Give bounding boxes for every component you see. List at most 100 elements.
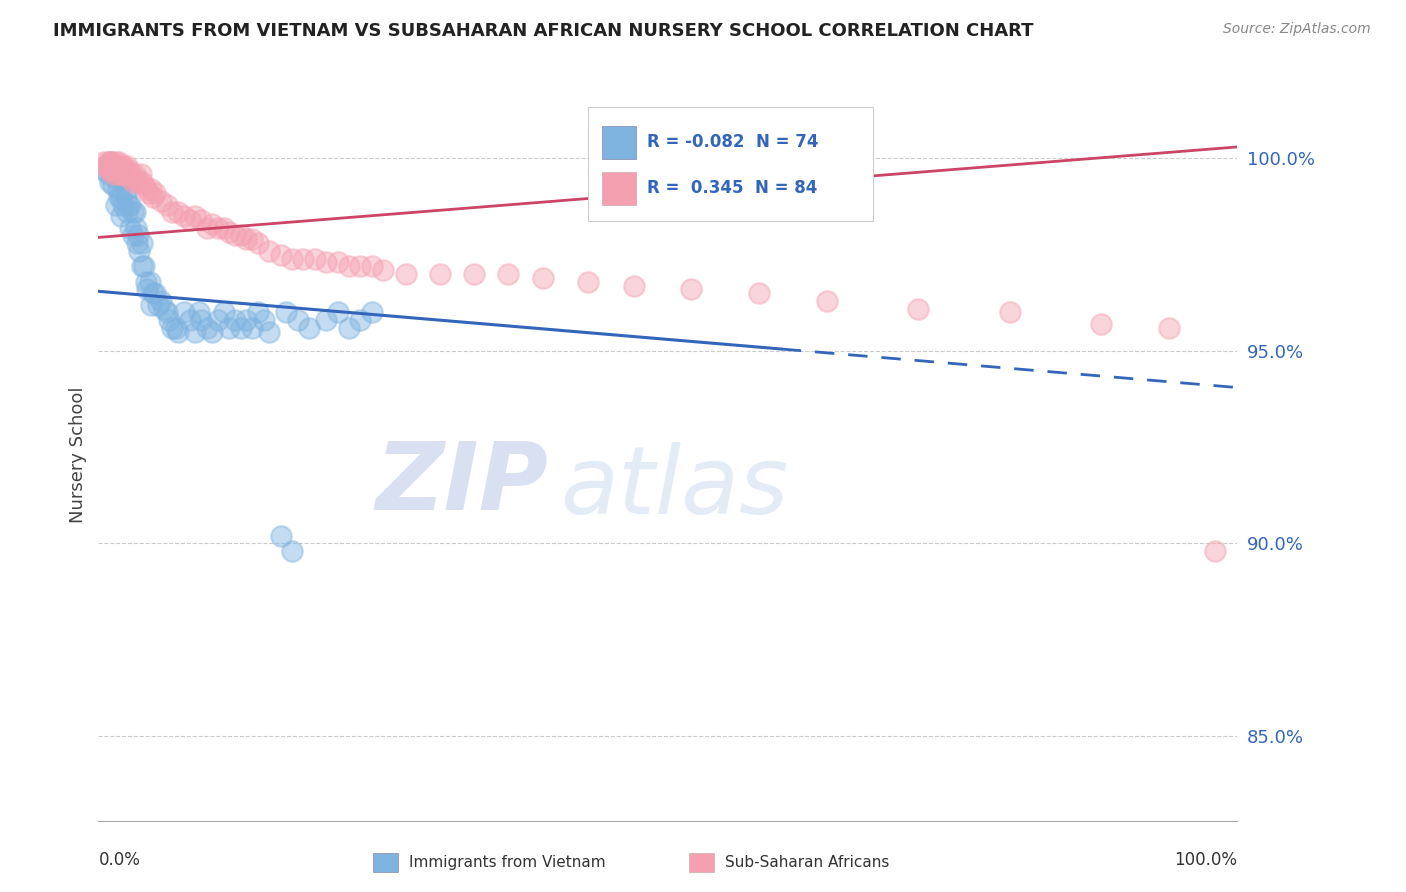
Point xyxy=(315,255,337,269)
Point xyxy=(259,244,281,258)
Point xyxy=(270,529,292,543)
Point xyxy=(240,321,263,335)
Point xyxy=(114,167,136,181)
Point xyxy=(114,163,136,178)
Point xyxy=(110,190,132,204)
Point xyxy=(190,213,212,227)
Text: R =  0.345  N = 84: R = 0.345 N = 84 xyxy=(647,179,818,197)
Point xyxy=(128,244,150,258)
Point xyxy=(252,313,274,327)
Point xyxy=(93,163,115,178)
Point xyxy=(150,194,173,208)
Bar xyxy=(602,126,636,159)
Point xyxy=(101,155,124,169)
Point xyxy=(240,232,263,246)
Point xyxy=(165,321,187,335)
Point xyxy=(337,321,360,335)
Point xyxy=(138,275,160,289)
Point xyxy=(167,205,190,219)
Point xyxy=(138,186,160,201)
Point xyxy=(142,190,165,204)
Point xyxy=(246,305,269,319)
Point xyxy=(259,325,281,339)
Text: atlas: atlas xyxy=(560,442,787,533)
Point xyxy=(292,252,315,266)
Point xyxy=(998,305,1021,319)
Point xyxy=(108,155,131,169)
Point xyxy=(108,167,131,181)
Point xyxy=(229,228,252,243)
Point xyxy=(207,220,229,235)
Point xyxy=(360,260,382,274)
Point xyxy=(1090,317,1112,331)
Text: IMMIGRANTS FROM VIETNAM VS SUBSAHARAN AFRICAN NURSERY SCHOOL CORRELATION CHART: IMMIGRANTS FROM VIETNAM VS SUBSAHARAN AF… xyxy=(53,22,1033,40)
Point xyxy=(93,155,115,169)
Point xyxy=(107,167,129,181)
Point xyxy=(187,305,209,319)
Point xyxy=(103,178,125,193)
Point xyxy=(110,159,132,173)
Point xyxy=(103,167,125,181)
Point xyxy=(105,159,128,173)
Point xyxy=(349,260,371,274)
Text: R = -0.082  N = 74: R = -0.082 N = 74 xyxy=(647,133,818,151)
Point xyxy=(104,170,127,185)
Point xyxy=(98,155,121,169)
Point xyxy=(108,167,131,181)
Point xyxy=(112,167,135,181)
Point xyxy=(190,313,212,327)
Point xyxy=(360,305,382,319)
Point xyxy=(115,205,138,219)
Point xyxy=(146,298,169,312)
Point xyxy=(195,220,218,235)
Point xyxy=(201,325,224,339)
Point xyxy=(498,267,520,281)
Point xyxy=(104,155,127,169)
Point xyxy=(124,167,146,181)
Point xyxy=(117,197,139,211)
Point xyxy=(114,190,136,204)
Point xyxy=(184,325,207,339)
Point xyxy=(98,155,121,169)
Point xyxy=(229,321,252,335)
Point xyxy=(281,544,304,558)
Point xyxy=(96,159,118,173)
Point xyxy=(907,301,929,316)
Point xyxy=(135,275,157,289)
Point xyxy=(121,228,143,243)
Point xyxy=(281,252,304,266)
Point xyxy=(136,282,159,296)
Point xyxy=(815,293,838,308)
Point xyxy=(110,167,132,181)
Point xyxy=(108,163,131,178)
Point xyxy=(104,159,127,173)
Point xyxy=(120,167,142,181)
Text: Sub-Saharan Africans: Sub-Saharan Africans xyxy=(725,855,890,870)
Point xyxy=(98,175,121,189)
Point xyxy=(748,286,770,301)
Point xyxy=(112,175,135,189)
Point xyxy=(235,313,257,327)
Point xyxy=(117,167,139,181)
Point xyxy=(115,159,138,173)
Point xyxy=(162,205,184,219)
Text: Immigrants from Vietnam: Immigrants from Vietnam xyxy=(409,855,606,870)
Point xyxy=(139,298,162,312)
Point xyxy=(184,209,207,223)
Point xyxy=(121,205,143,219)
Point xyxy=(337,260,360,274)
Point xyxy=(145,286,167,301)
Point xyxy=(246,236,269,251)
Point xyxy=(97,163,120,178)
Point xyxy=(104,197,127,211)
Text: Source: ZipAtlas.com: Source: ZipAtlas.com xyxy=(1223,22,1371,37)
Point xyxy=(150,293,173,308)
Point xyxy=(142,286,165,301)
FancyBboxPatch shape xyxy=(588,108,873,221)
Bar xyxy=(602,172,636,205)
Point xyxy=(218,321,240,335)
Point xyxy=(157,313,180,327)
Point xyxy=(463,267,485,281)
Point xyxy=(287,313,309,327)
Point xyxy=(131,260,153,274)
